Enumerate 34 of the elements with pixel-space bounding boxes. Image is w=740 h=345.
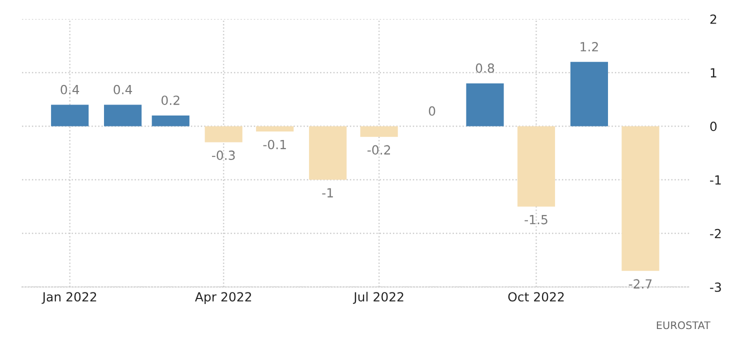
data-label: -2.7 <box>628 279 652 288</box>
bar <box>256 126 294 132</box>
data-label: 0.4 <box>114 84 132 94</box>
data-label: 0.4 <box>60 84 80 94</box>
bar <box>466 83 504 126</box>
y-tick-label: -2 <box>710 228 721 238</box>
x-tick-label: Oct 2022 <box>508 292 564 302</box>
y-tick-label: -3 <box>710 282 721 292</box>
data-label: -1.5 <box>524 215 548 224</box>
data-label: -0.3 <box>212 150 235 160</box>
data-label: -1 <box>322 188 333 198</box>
bar <box>104 104 142 126</box>
data-label: 1.2 <box>580 42 598 52</box>
bar <box>152 115 190 126</box>
bar <box>51 104 89 126</box>
data-label: -0.2 <box>367 145 390 155</box>
bar <box>570 62 608 126</box>
x-tick-label: Jul 2022 <box>352 292 404 304</box>
data-label: 0 <box>428 106 436 116</box>
y-tick-label: 1 <box>710 68 716 78</box>
data-label: 0.8 <box>476 63 494 73</box>
y-tick-label: 0 <box>710 122 717 132</box>
bar <box>622 126 660 271</box>
bar <box>517 126 556 207</box>
x-tick-label: Jan 2022 <box>42 292 96 304</box>
y-tick-label: -1 <box>710 175 721 185</box>
x-tick-label: Apr 2022 <box>194 292 252 304</box>
text: EUROSTAT <box>656 321 710 330</box>
bar <box>309 126 347 180</box>
bar <box>204 126 242 142</box>
data-label: -0.1 <box>263 140 286 150</box>
y-tick-label: 2 <box>710 14 716 24</box>
data-label: 0.2 <box>162 96 180 106</box>
bar <box>360 126 398 137</box>
